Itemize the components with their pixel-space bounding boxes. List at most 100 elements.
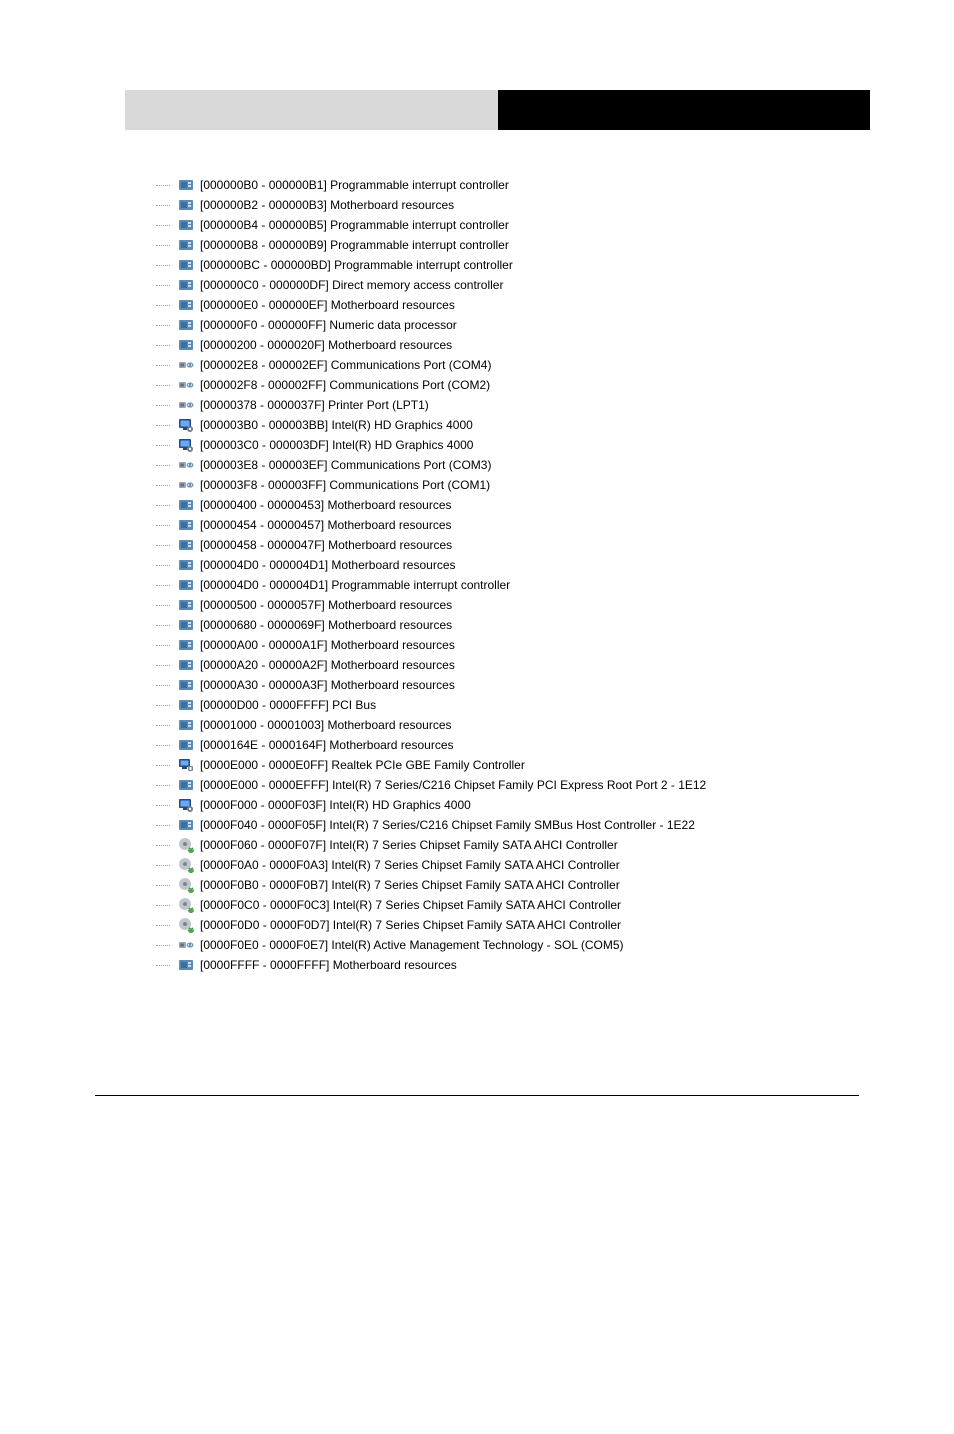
storage-controller-icon <box>178 837 194 853</box>
tree-item[interactable]: [00000500 - 0000057F] Motherboard resour… <box>150 595 954 615</box>
tree-item[interactable]: [000000F0 - 000000FF] Numeric data proce… <box>150 315 954 335</box>
tree-item-label: [000000F0 - 000000FF] Numeric data proce… <box>200 315 457 335</box>
tree-item[interactable]: [000003E8 - 000003EF] Communications Por… <box>150 455 954 475</box>
header-banner <box>125 90 870 130</box>
tree-item-label: [00000454 - 00000457] Motherboard resour… <box>200 515 452 535</box>
system-device-icon <box>178 257 194 273</box>
tree-item[interactable]: [0000F000 - 0000F03F] Intel(R) HD Graphi… <box>150 795 954 815</box>
tree-item[interactable]: [0000F060 - 0000F07F] Intel(R) 7 Series … <box>150 835 954 855</box>
storage-controller-icon <box>178 897 194 913</box>
tree-item-label: [000003B0 - 000003BB] Intel(R) HD Graphi… <box>200 415 473 435</box>
tree-item[interactable]: [0000F0A0 - 0000F0A3] Intel(R) 7 Series … <box>150 855 954 875</box>
tree-item[interactable]: [0000F0B0 - 0000F0B7] Intel(R) 7 Series … <box>150 875 954 895</box>
tree-item-label: [0000F0E0 - 0000F0E7] Intel(R) Active Ma… <box>200 935 624 955</box>
tree-item-label: [00000200 - 0000020F] Motherboard resour… <box>200 335 452 355</box>
tree-item[interactable]: [000000C0 - 000000DF] Direct memory acce… <box>150 275 954 295</box>
tree-item[interactable]: [00000A00 - 00000A1F] Motherboard resour… <box>150 635 954 655</box>
tree-item-label: [0000F000 - 0000F03F] Intel(R) HD Graphi… <box>200 795 471 815</box>
system-device-icon <box>178 957 194 973</box>
tree-item[interactable]: [000000B2 - 000000B3] Motherboard resour… <box>150 195 954 215</box>
tree-item[interactable]: [00001000 - 00001003] Motherboard resour… <box>150 715 954 735</box>
tree-item[interactable]: [000002E8 - 000002EF] Communications Por… <box>150 355 954 375</box>
com-port-icon <box>178 477 194 493</box>
tree-item[interactable]: [000000E0 - 000000EF] Motherboard resour… <box>150 295 954 315</box>
tree-item[interactable]: [0000E000 - 0000E0FF] Realtek PCIe GBE F… <box>150 755 954 775</box>
com-port-icon <box>178 357 194 373</box>
system-device-icon <box>178 277 194 293</box>
tree-item-label: [000000B2 - 000000B3] Motherboard resour… <box>200 195 454 215</box>
tree-item-label: [0000F0A0 - 0000F0A3] Intel(R) 7 Series … <box>200 855 620 875</box>
tree-item-label: [00000458 - 0000047F] Motherboard resour… <box>200 535 452 555</box>
tree-item-label: [000000B0 - 000000B1] Programmable inter… <box>200 175 509 195</box>
system-device-icon <box>178 197 194 213</box>
tree-item[interactable]: [000003B0 - 000003BB] Intel(R) HD Graphi… <box>150 415 954 435</box>
tree-item-label: [00000500 - 0000057F] Motherboard resour… <box>200 595 452 615</box>
display-adapter-icon <box>178 797 194 813</box>
tree-item[interactable]: [00000D00 - 0000FFFF] PCI Bus <box>150 695 954 715</box>
display-adapter-icon <box>178 437 194 453</box>
system-device-icon <box>178 297 194 313</box>
tree-item-label: [00000378 - 0000037F] Printer Port (LPT1… <box>200 395 429 415</box>
system-device-icon <box>178 617 194 633</box>
tree-item[interactable]: [000000B0 - 000000B1] Programmable inter… <box>150 175 954 195</box>
tree-item-label: [000000C0 - 000000DF] Direct memory acce… <box>200 275 503 295</box>
system-device-icon <box>178 177 194 193</box>
tree-item-label: [000003F8 - 000003FF] Communications Por… <box>200 475 490 495</box>
tree-item[interactable]: [000002F8 - 000002FF] Communications Por… <box>150 375 954 395</box>
tree-item[interactable]: [000003F8 - 000003FF] Communications Por… <box>150 475 954 495</box>
tree-item[interactable]: [0000F0E0 - 0000F0E7] Intel(R) Active Ma… <box>150 935 954 955</box>
tree-item-label: [0000164E - 0000164F] Motherboard resour… <box>200 735 454 755</box>
system-device-icon <box>178 517 194 533</box>
storage-controller-icon <box>178 877 194 893</box>
com-port-icon <box>178 457 194 473</box>
tree-item[interactable]: [00000378 - 0000037F] Printer Port (LPT1… <box>150 395 954 415</box>
tree-item[interactable]: [000000B4 - 000000B5] Programmable inter… <box>150 215 954 235</box>
tree-item-label: [000004D0 - 000004D1] Programmable inter… <box>200 575 510 595</box>
tree-item[interactable]: [0000F040 - 0000F05F] Intel(R) 7 Series/… <box>150 815 954 835</box>
system-device-icon <box>178 577 194 593</box>
tree-item-label: [000002F8 - 000002FF] Communications Por… <box>200 375 490 395</box>
tree-item[interactable]: [00000400 - 00000453] Motherboard resour… <box>150 495 954 515</box>
tree-item[interactable]: [0000FFFF - 0000FFFF] Motherboard resour… <box>150 955 954 975</box>
tree-item-label: [00000A20 - 00000A2F] Motherboard resour… <box>200 655 455 675</box>
tree-item-label: [0000F040 - 0000F05F] Intel(R) 7 Series/… <box>200 815 695 835</box>
tree-item-label: [00000D00 - 0000FFFF] PCI Bus <box>200 695 376 715</box>
tree-item-label: [000000B8 - 000000B9] Programmable inter… <box>200 235 509 255</box>
tree-item[interactable]: [000003C0 - 000003DF] Intel(R) HD Graphi… <box>150 435 954 455</box>
system-device-icon <box>178 217 194 233</box>
tree-item-label: [0000E000 - 0000EFFF] Intel(R) 7 Series/… <box>200 775 706 795</box>
system-device-icon <box>178 597 194 613</box>
tree-item[interactable]: [00000A30 - 00000A3F] Motherboard resour… <box>150 675 954 695</box>
tree-item[interactable]: [00000458 - 0000047F] Motherboard resour… <box>150 535 954 555</box>
footer-divider <box>95 1095 859 1096</box>
system-device-icon <box>178 237 194 253</box>
system-device-icon <box>178 337 194 353</box>
system-device-icon <box>178 737 194 753</box>
tree-item[interactable]: [000004D0 - 000004D1] Programmable inter… <box>150 575 954 595</box>
tree-item[interactable]: [000000B8 - 000000B9] Programmable inter… <box>150 235 954 255</box>
system-device-icon <box>178 657 194 673</box>
tree-item[interactable]: [000000BC - 000000BD] Programmable inter… <box>150 255 954 275</box>
tree-item-label: [00001000 - 00001003] Motherboard resour… <box>200 715 452 735</box>
tree-item[interactable]: [0000164E - 0000164F] Motherboard resour… <box>150 735 954 755</box>
tree-item[interactable]: [0000F0C0 - 0000F0C3] Intel(R) 7 Series … <box>150 895 954 915</box>
tree-item-label: [00000400 - 00000453] Motherboard resour… <box>200 495 452 515</box>
system-device-icon <box>178 637 194 653</box>
tree-item[interactable]: [0000F0D0 - 0000F0D7] Intel(R) 7 Series … <box>150 915 954 935</box>
tree-item-label: [0000FFFF - 0000FFFF] Motherboard resour… <box>200 955 457 975</box>
tree-item[interactable]: [0000E000 - 0000EFFF] Intel(R) 7 Series/… <box>150 775 954 795</box>
tree-item[interactable]: [00000200 - 0000020F] Motherboard resour… <box>150 335 954 355</box>
tree-item-label: [000003E8 - 000003EF] Communications Por… <box>200 455 491 475</box>
system-device-icon <box>178 677 194 693</box>
storage-controller-icon <box>178 917 194 933</box>
com-port-icon <box>178 377 194 393</box>
tree-item-label: [000003C0 - 000003DF] Intel(R) HD Graphi… <box>200 435 473 455</box>
system-device-icon <box>178 537 194 553</box>
tree-item[interactable]: [00000680 - 0000069F] Motherboard resour… <box>150 615 954 635</box>
storage-controller-icon <box>178 857 194 873</box>
tree-item[interactable]: [00000A20 - 00000A2F] Motherboard resour… <box>150 655 954 675</box>
tree-item[interactable]: [00000454 - 00000457] Motherboard resour… <box>150 515 954 535</box>
tree-item-label: [000002E8 - 000002EF] Communications Por… <box>200 355 491 375</box>
tree-item[interactable]: [000004D0 - 000004D1] Motherboard resour… <box>150 555 954 575</box>
system-device-icon <box>178 697 194 713</box>
